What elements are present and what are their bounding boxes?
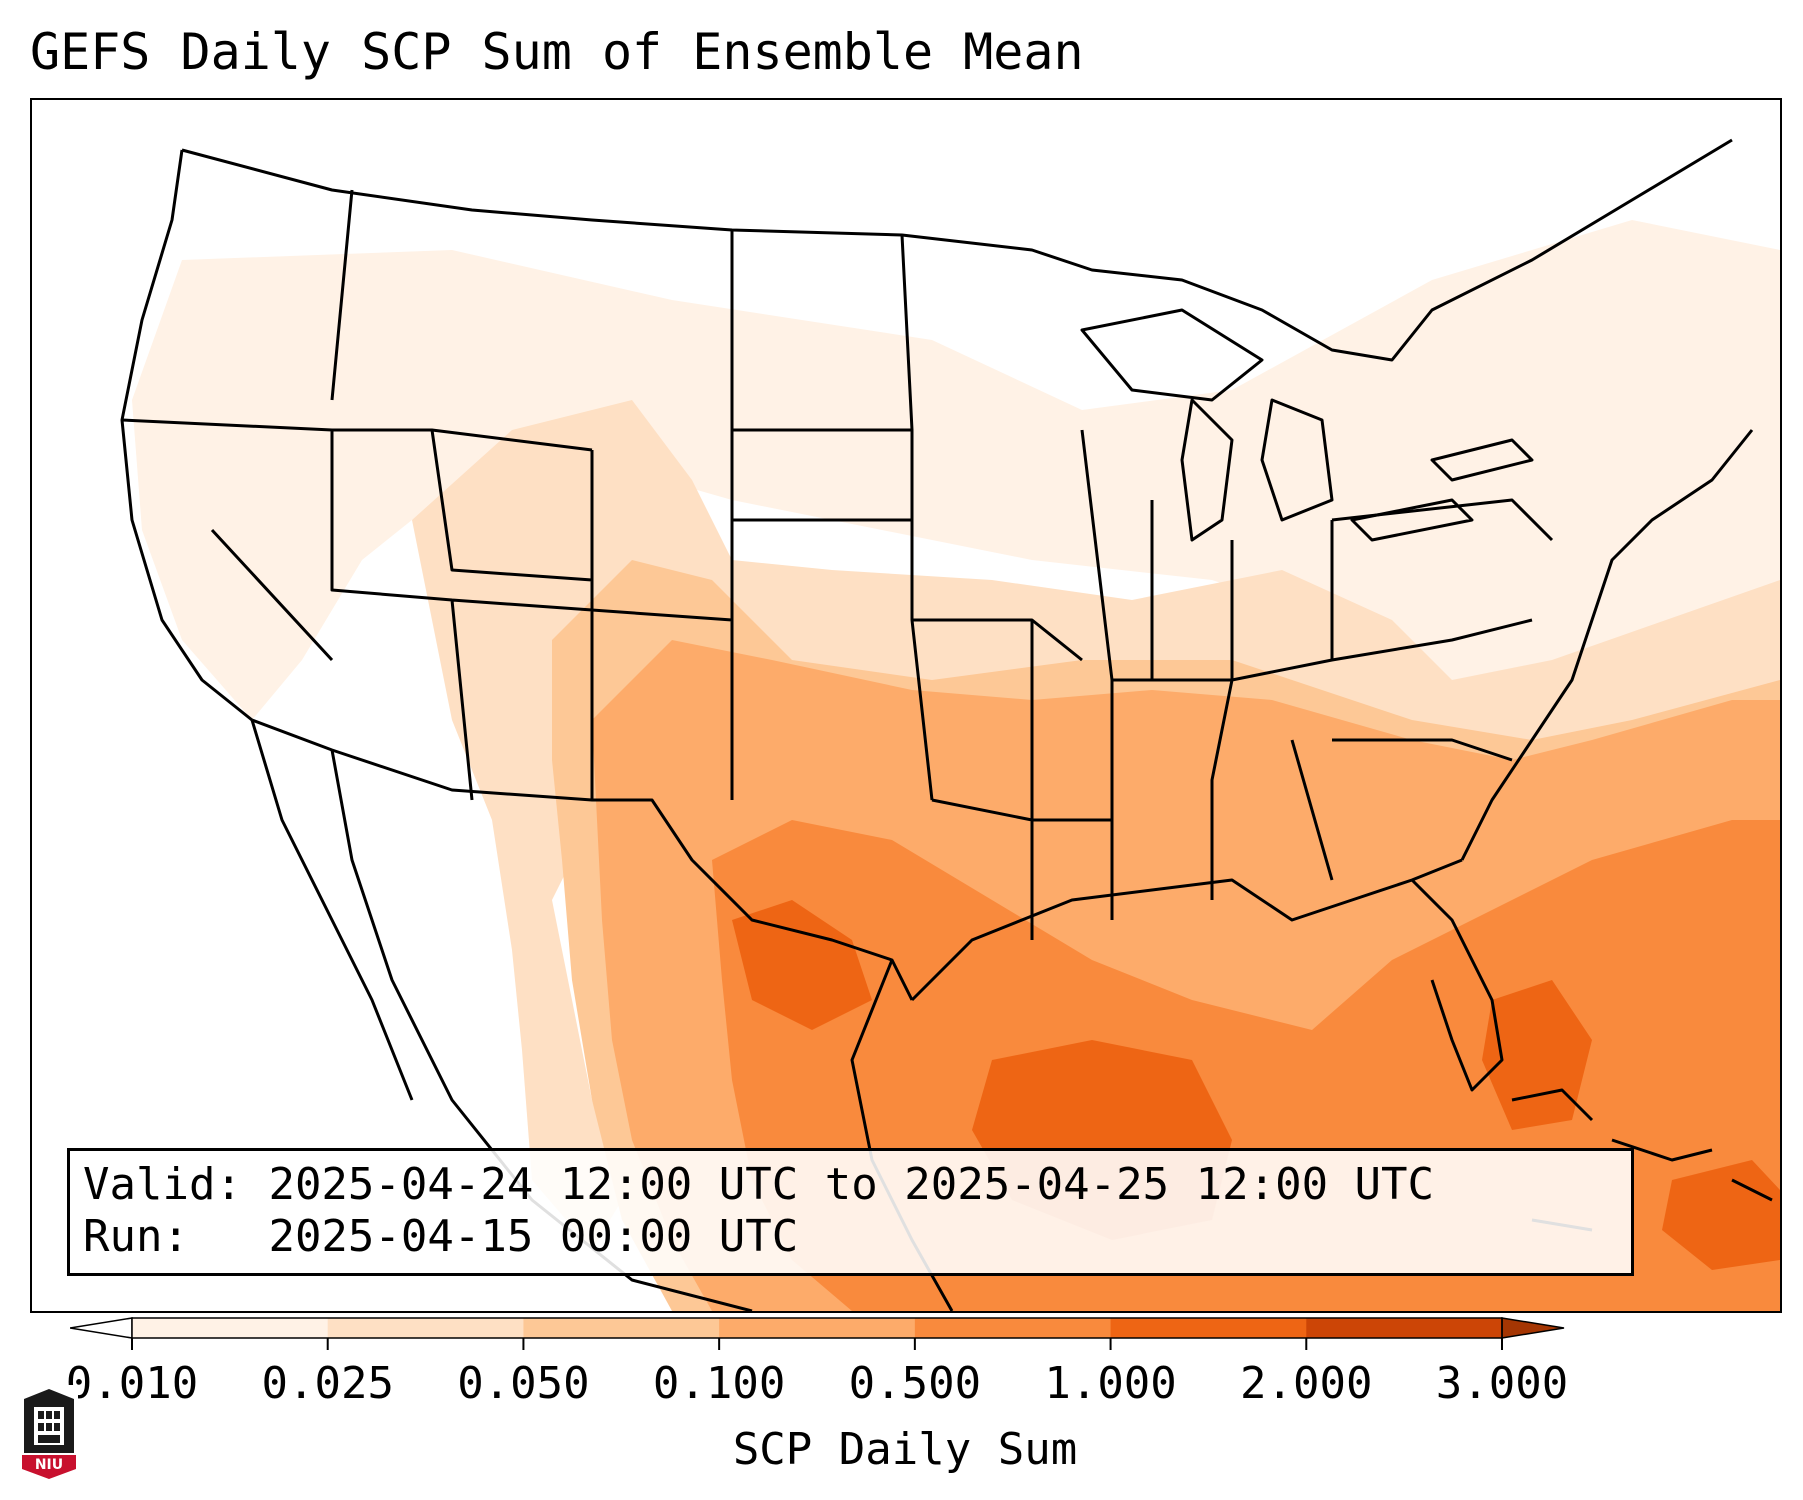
- state-lines-west: [121, 189, 734, 801]
- colorbar-tick-label: 0.100: [652, 1358, 786, 1409]
- florida: [1410, 878, 1504, 1092]
- valid-value: 2025-04-24 12:00 UTC to 2025-04-25 12:00…: [268, 1159, 1435, 1210]
- colorbar-label: SCP Daily Sum: [732, 1424, 1078, 1475]
- colorbar-tick-label: 0.025: [261, 1358, 394, 1409]
- great-lakes: [1080, 308, 1534, 542]
- valid-row: Valid: 2025-04-24 12:00 UTC to 2025-04-2…: [83, 1159, 1631, 1211]
- state-lines-central: [730, 230, 1114, 940]
- colorbar-segment: [1110, 1318, 1307, 1338]
- run-value: 2025-04-15 00:00 UTC: [268, 1211, 799, 1262]
- colorbar-segment: [1306, 1318, 1503, 1338]
- colorbar-tick-label: 0.010: [65, 1358, 199, 1409]
- niu-logo-text: NIU: [35, 1457, 63, 1473]
- boundaries: [120, 138, 1773, 1311]
- map-title: GEFS Daily SCP Sum of Ensemble Mean: [30, 23, 1084, 81]
- colorbar-tick-label: 0.050: [457, 1358, 590, 1409]
- state-lines-east: [1080, 429, 1554, 900]
- run-row: Run: 2025-04-15 00:00 UTC: [83, 1211, 1631, 1263]
- valid-label: Valid:: [83, 1159, 242, 1210]
- colorbar-segment: [719, 1318, 916, 1338]
- colorbar-tick-label: 2.000: [1240, 1358, 1373, 1409]
- colorbar-over-extension: [1501, 1317, 1565, 1339]
- east-coast: [1460, 429, 1754, 861]
- colorbar-tick-label: 3.000: [1435, 1358, 1569, 1409]
- colorbar-segment: [327, 1318, 524, 1338]
- colorbar: [70, 1317, 1565, 1350]
- us-mexico-border: [251, 718, 914, 1001]
- run-label: Run:: [83, 1211, 189, 1262]
- colorbar-segments: [70, 1317, 1565, 1339]
- colorbar-under-extension: [70, 1317, 133, 1339]
- scp-contour-dark: [732, 900, 1780, 1270]
- colorbar-tick-label: 0.500: [848, 1358, 982, 1409]
- colorbar-segment: [914, 1318, 1112, 1338]
- colorbar-segment: [523, 1318, 720, 1338]
- gulf-coast: [910, 858, 1463, 1002]
- caribbean-islands: [1511, 1088, 1773, 1232]
- us-canada-border: [181, 138, 1733, 362]
- validity-info-box: Valid: 2025-04-24 12:00 UTC to 2025-04-2…: [67, 1148, 1634, 1276]
- colorbar-segment: [132, 1318, 329, 1338]
- map-panel: [30, 98, 1782, 1313]
- niu-logo: NIU: [20, 1385, 78, 1481]
- scp-shading: [132, 220, 1780, 1311]
- scp-map: [120, 138, 1780, 1311]
- west-coast: [120, 149, 253, 722]
- colorbar-tick-label: 1.000: [1044, 1358, 1177, 1409]
- colorbar-outline: [131, 1317, 1503, 1339]
- colorbar-ticks: [131, 1338, 1503, 1350]
